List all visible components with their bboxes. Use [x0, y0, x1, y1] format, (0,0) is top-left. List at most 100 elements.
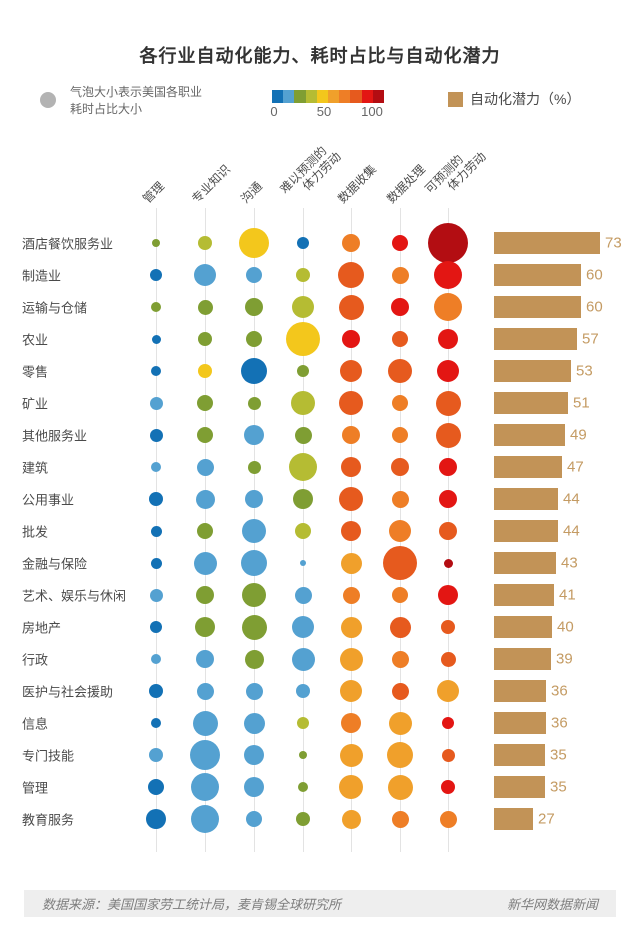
bubble: [297, 365, 309, 377]
potential-bar: [494, 744, 545, 766]
bubble: [441, 748, 455, 762]
bubble: [340, 360, 362, 382]
bubble: [298, 782, 308, 792]
bubble: [246, 811, 262, 827]
bubble: [247, 396, 261, 410]
row-label: 建筑: [22, 460, 49, 476]
bubble: [194, 264, 216, 286]
potential-bar: [494, 488, 558, 510]
potential-value: 60: [586, 298, 603, 316]
potential-legend-swatch: [448, 92, 463, 107]
column-header-text: 专业知识: [189, 162, 233, 206]
color-scale-step-4: [316, 90, 329, 103]
bubble: [438, 329, 458, 349]
potential-value: 49: [570, 426, 587, 444]
bubble: [437, 680, 459, 702]
potential-bar: [494, 232, 600, 254]
bubble: [294, 426, 312, 444]
potential-value: 47: [567, 458, 584, 476]
bubble: [150, 525, 162, 537]
potential-value: 60: [586, 266, 603, 284]
potential-bar: [494, 328, 577, 350]
bubble: [297, 717, 309, 729]
bubble: [443, 558, 453, 568]
bubble: [296, 684, 310, 698]
potential-bar: [494, 264, 581, 286]
bubble: [299, 751, 307, 759]
bubble: [150, 621, 162, 633]
bubble: [291, 391, 315, 415]
color-scale-step-5: [328, 90, 340, 103]
potential-value: 73: [605, 234, 622, 252]
bubble: [338, 294, 364, 320]
bubble: [197, 395, 213, 411]
bubble: [441, 780, 455, 794]
bubble: [197, 523, 213, 539]
potential-value: 39: [556, 650, 573, 668]
potential-legend-label: 自动化潜力（%）: [470, 91, 581, 107]
bubble: [439, 458, 457, 476]
bubble: [435, 422, 461, 448]
color-scale-step-3: [305, 90, 317, 103]
potential-value: 53: [576, 362, 593, 380]
column-header-line: 专业知识: [189, 162, 233, 206]
bubble: [196, 650, 214, 668]
bubble: [339, 775, 363, 799]
row-label: 管理: [22, 780, 49, 796]
row-label: 批发: [22, 524, 49, 540]
bubble: [388, 359, 412, 383]
bubble-size-legend-line2: 耗时占比大小: [70, 102, 143, 116]
bubble: [197, 427, 213, 443]
bubble: [341, 713, 361, 733]
bubble: [300, 560, 306, 566]
bubble: [339, 487, 363, 511]
row-label: 房地产: [22, 620, 62, 636]
bubble-size-legend-icon: [40, 92, 56, 108]
potential-bar: [494, 520, 558, 542]
bubble: [149, 492, 163, 506]
potential-value: 36: [551, 682, 568, 700]
bubble: [391, 266, 409, 284]
bubble: [437, 360, 459, 382]
bubble: [149, 396, 163, 410]
bubble: [198, 332, 212, 346]
bubble: [339, 647, 363, 671]
bubble: [193, 551, 217, 575]
color-scale-step-1: [283, 90, 295, 103]
column-header-line: 数据处理: [384, 162, 428, 206]
row-label: 金融与保险: [22, 556, 88, 572]
column-header-line: 沟通: [238, 179, 265, 206]
bubble: [442, 717, 454, 729]
bubble: [391, 682, 409, 700]
potential-value: 35: [550, 746, 567, 764]
bubble: [428, 223, 468, 263]
bubble: [151, 366, 161, 376]
bubble: [434, 261, 462, 289]
bubble: [150, 557, 162, 569]
bubble: [152, 239, 160, 247]
data-source: 数据来源：美国国家劳工统计局，麦肯锡全球研究所: [42, 897, 342, 912]
color-scale-step-9: [372, 90, 385, 103]
footer: 数据来源：美国国家劳工统计局，麦肯锡全球研究所 新华网数据新闻: [24, 890, 616, 917]
bubble: [297, 237, 309, 249]
bubble: [241, 550, 267, 576]
bubble: [341, 457, 361, 477]
bubble: [245, 298, 263, 316]
column-header-text: 数据收集: [335, 162, 379, 206]
bubble: [342, 426, 360, 444]
potential-bar: [494, 808, 533, 830]
potential-bar: [494, 648, 551, 670]
bubble: [146, 809, 166, 829]
bubble: [293, 489, 313, 509]
row-label: 信息: [22, 716, 49, 732]
row-label: 教育服务: [22, 812, 75, 828]
bubble: [150, 269, 162, 281]
bubble: [439, 522, 457, 540]
row-label: 矿业: [22, 396, 49, 412]
bubble: [190, 740, 220, 770]
column-header-text: 管理: [140, 179, 167, 206]
bubble: [340, 680, 362, 702]
bubble: [195, 617, 215, 637]
bubble: [191, 805, 219, 833]
potential-value: 36: [551, 714, 568, 732]
